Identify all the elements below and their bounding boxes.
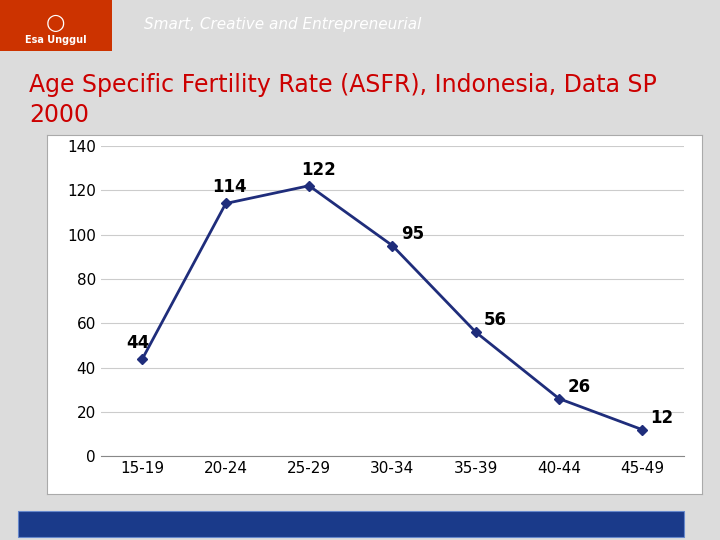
- Bar: [18, 510, 684, 537]
- Text: Age Specific Fertility Rate (ASFR), Indonesia, Data SP
2000: Age Specific Fertility Rate (ASFR), Indo…: [29, 73, 657, 127]
- Text: ○: ○: [46, 13, 65, 33]
- Text: 122: 122: [301, 160, 336, 179]
- Text: 95: 95: [401, 225, 424, 242]
- Text: 26: 26: [567, 377, 590, 396]
- Bar: [0, 0, 112, 51]
- Text: Smart, Creative and Entrepreneurial: Smart, Creative and Entrepreneurial: [144, 17, 421, 32]
- Text: Esa Unggul: Esa Unggul: [24, 35, 86, 45]
- Text: 44: 44: [126, 334, 149, 352]
- Text: 56: 56: [484, 311, 507, 329]
- Text: 12: 12: [651, 409, 674, 427]
- Text: 114: 114: [212, 178, 246, 197]
